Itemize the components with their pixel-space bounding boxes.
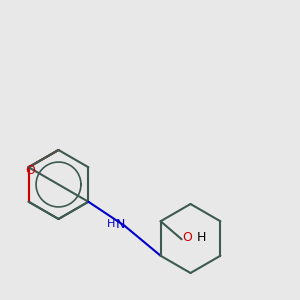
Text: N: N: [115, 218, 125, 231]
Text: H: H: [107, 219, 115, 229]
Text: H: H: [196, 231, 206, 244]
Text: O: O: [25, 164, 35, 177]
Text: O: O: [183, 231, 193, 244]
